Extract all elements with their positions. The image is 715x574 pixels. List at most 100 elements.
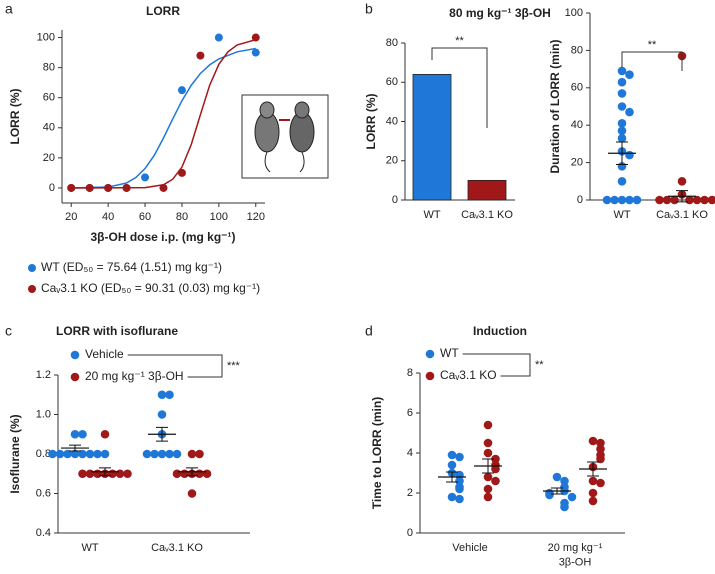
x-tick-label: 40 [102,211,114,223]
legend-marker [28,285,36,293]
data-point [552,472,562,482]
legend-label: WT [440,346,459,360]
x-tick-label: WT [81,542,98,554]
x-tick-label: Caᵥ3.1 KO [151,542,203,554]
data-point [195,469,204,479]
data-point [187,449,197,459]
data-point [195,449,204,459]
data-point [483,420,493,430]
data-point [455,476,464,486]
data-point [172,449,182,459]
data-point [78,429,87,439]
data-point [157,390,167,400]
y-axis-label: Time to LORR (min) [370,397,384,509]
chart-title: Induction [473,324,527,338]
panel-label: a [5,1,13,17]
data-point [447,492,457,502]
data-point [560,502,569,512]
y-tick-label: 80 [386,37,398,49]
y-tick-label: 60 [571,82,583,94]
y-tick-label: 20 [386,155,398,167]
legend-marker [425,349,435,359]
data-point [596,444,605,454]
error-bar [99,467,111,477]
data-point [617,119,627,128]
data-point [625,150,634,160]
data-point [677,177,687,186]
data-point [483,492,493,502]
data-point [625,107,634,117]
x-axis-label: 3β-OH dose i.p. (mg kg⁻¹) [91,230,236,244]
data-point [588,476,598,486]
legend-marker [425,371,435,381]
y-tick-label: 40 [43,122,55,134]
data-point [85,183,94,192]
error-bar [156,426,168,442]
legend-marker [28,264,36,272]
data-point [202,469,212,479]
y-tick-label: 8 [407,367,413,379]
x-tick-label: 80 [176,211,188,223]
y-axis-label: LORR (%) [8,89,22,145]
legend-marker [70,350,80,360]
data-point [700,195,709,205]
y-tick-label: 80 [43,62,55,74]
panel-label: d [365,323,373,339]
data-point [100,449,110,459]
data-point [491,464,500,474]
data-point [70,429,80,439]
data-point [617,126,627,136]
data-point [196,51,205,60]
data-point [483,438,493,448]
x-tick-label: 100 [210,211,228,223]
error-bar [616,141,628,165]
y-tick-label: 1.0 [36,408,51,420]
data-point [251,48,260,57]
data-point [48,449,57,459]
data-point [123,469,132,479]
data-point [93,469,102,479]
error-bar [482,458,494,474]
x-tick-label: Vehicle [452,542,487,554]
data-point [617,102,627,111]
y-tick-label: 60 [386,76,398,88]
significance-bracket [621,51,683,71]
data-point [187,489,197,498]
data-point [55,449,65,459]
x-tick-label: WT [423,209,440,221]
significance-label: ** [648,39,657,51]
data-point [670,195,679,205]
data-point [251,33,260,42]
bar [467,179,507,201]
data-point [491,476,500,486]
y-tick-label: 0 [407,527,413,539]
significance-bracket [127,354,223,378]
legend-label: WT (ED₅₀ = 75.64 (1.51) mg kg⁻¹) [41,260,222,274]
data-point [67,183,76,192]
y-tick-label: 100 [37,31,55,43]
data-point [545,490,554,500]
y-axis-label: LORR (%) [364,94,378,150]
x-tick-label: 20 [65,211,77,223]
data-point [588,436,598,446]
data-point [115,469,125,479]
error-bar [676,190,688,203]
data-point [455,484,464,494]
data-point [141,173,150,182]
significance-bracket [462,353,531,377]
data-point [596,454,605,464]
y-tick-label: 0.8 [36,448,51,460]
data-point [588,488,598,498]
x-tick-label: WT [613,209,630,221]
legend-label: 20 mg kg⁻¹ 3β-OH [85,369,184,383]
x-tick-label: 120 [247,211,265,223]
y-tick-label: 80 [571,44,583,56]
data-point [617,77,627,87]
error-bar [69,444,81,452]
data-point [85,449,95,459]
y-tick-label: 0.6 [36,487,51,499]
data-point [93,449,102,459]
y-tick-label: 6 [407,407,413,419]
y-tick-label: 0.4 [36,527,51,539]
